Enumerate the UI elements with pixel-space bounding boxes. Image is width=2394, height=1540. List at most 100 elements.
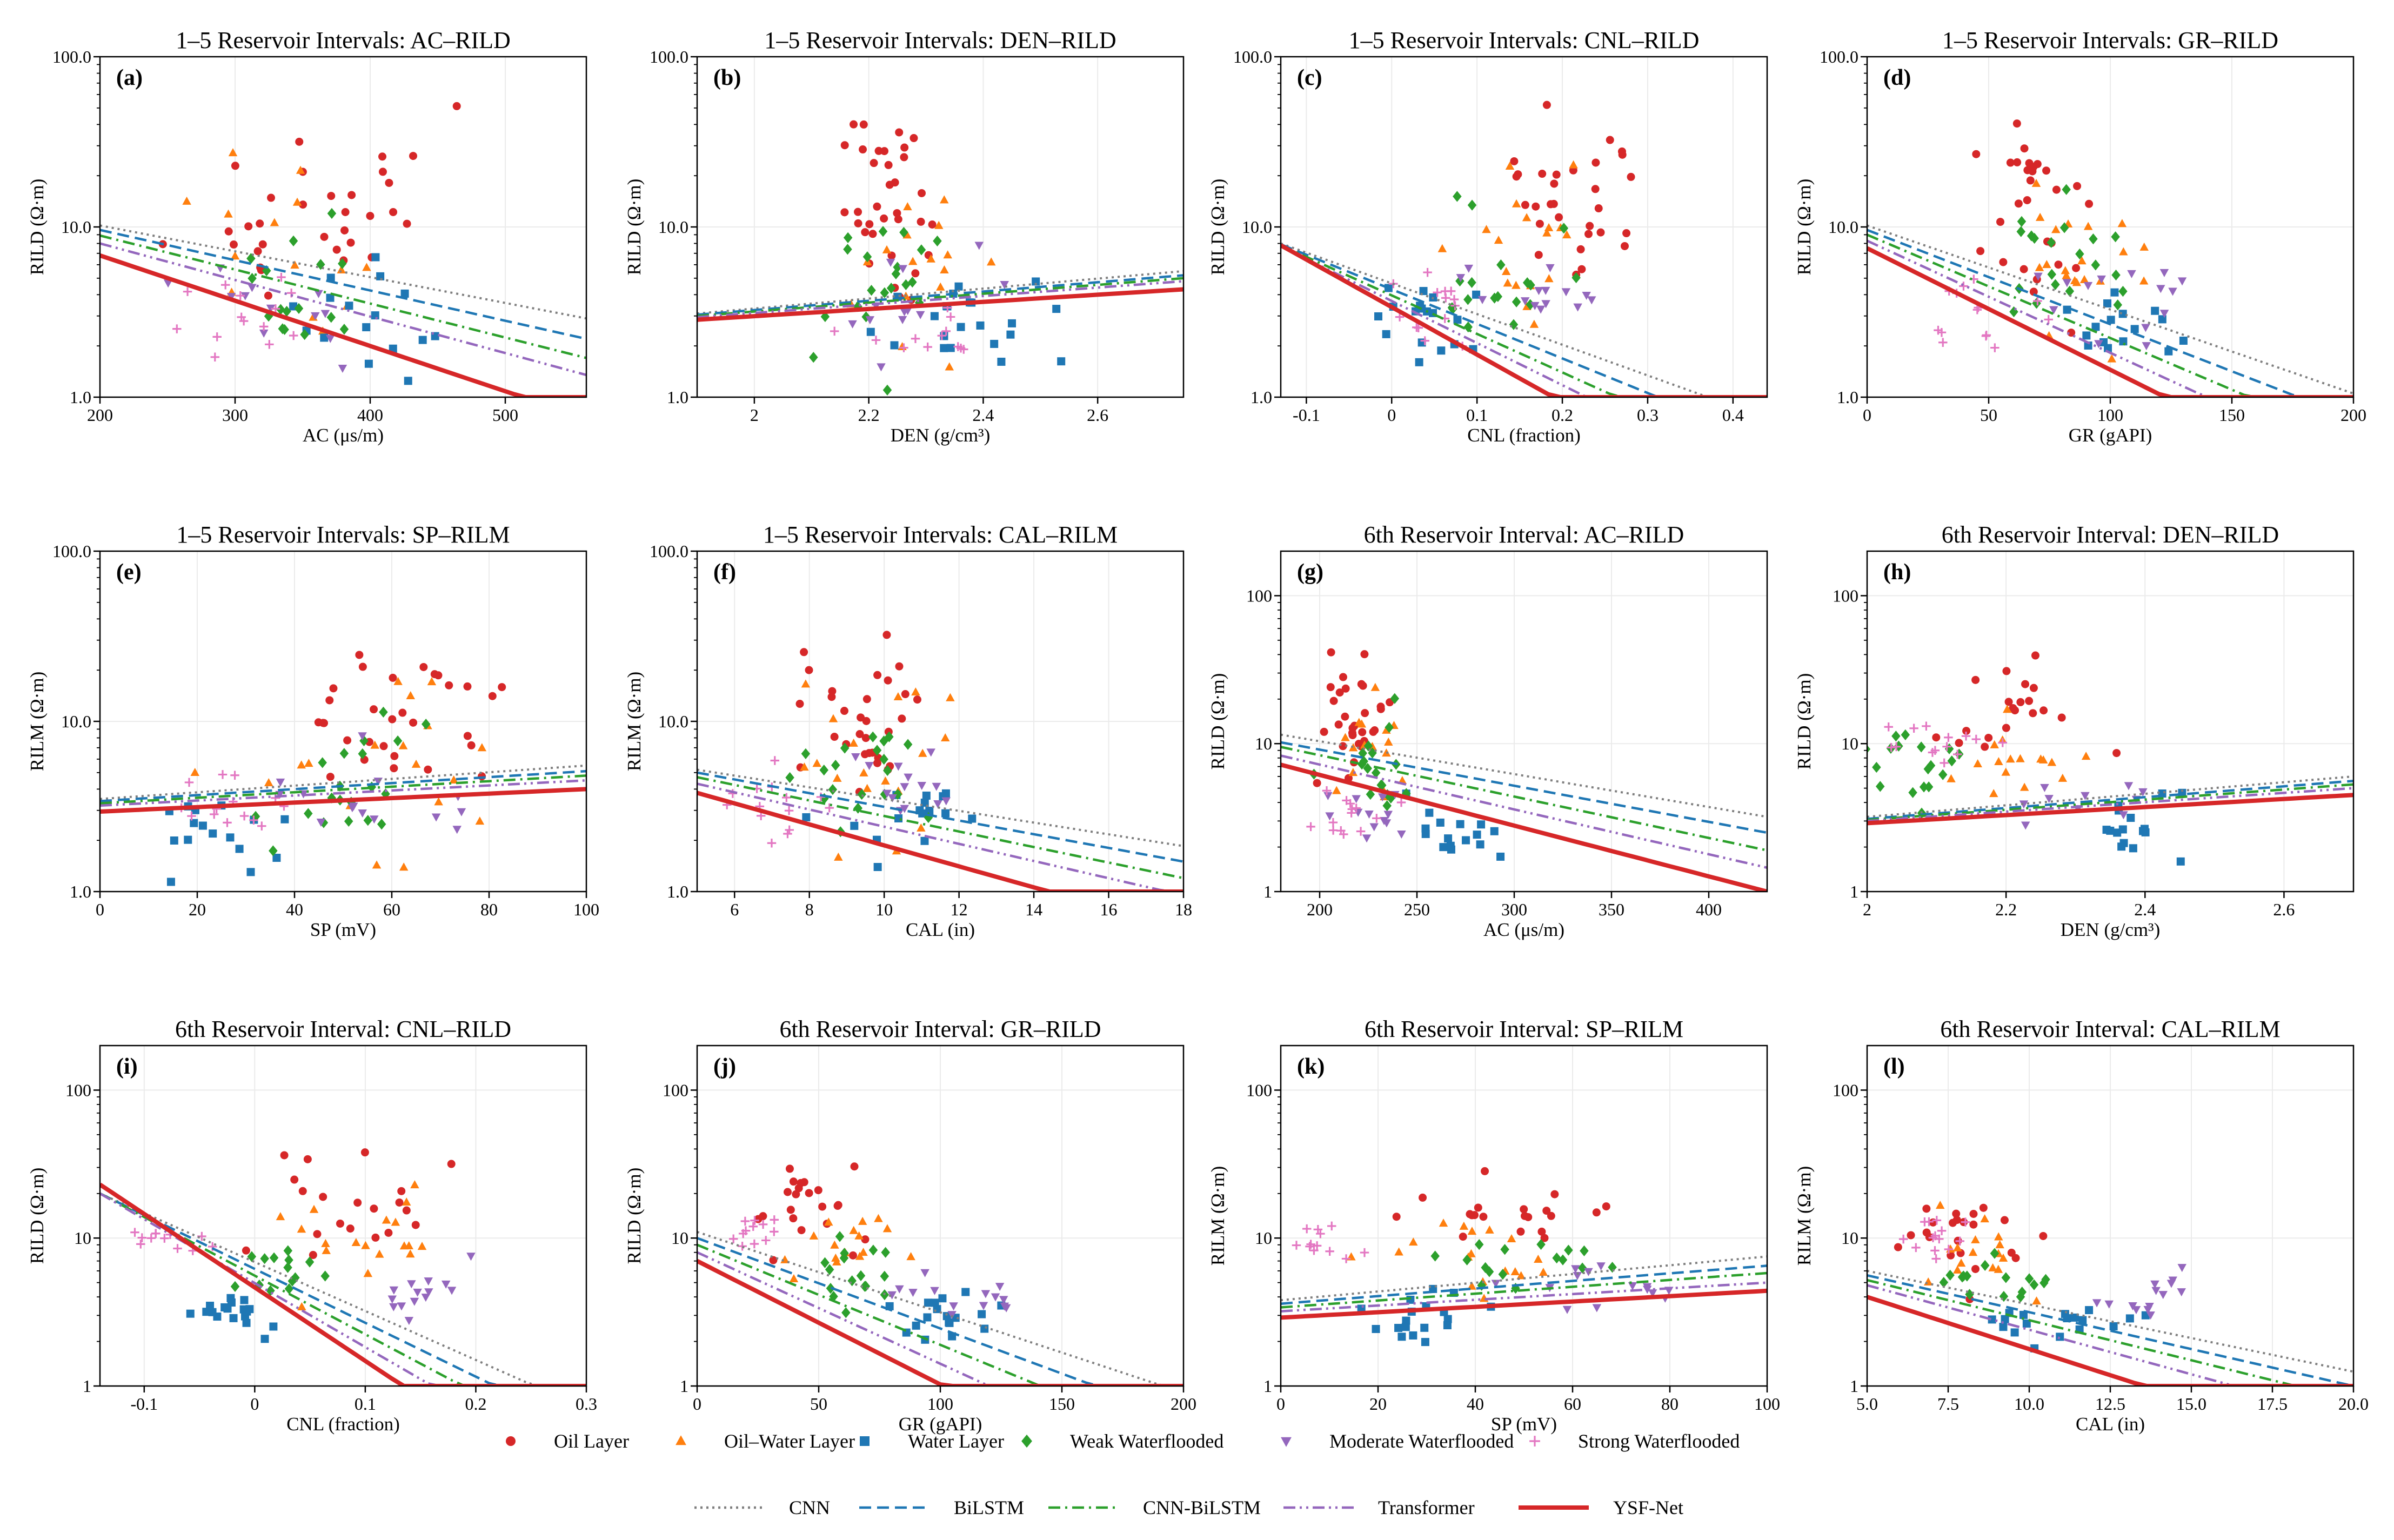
data-point (903, 739, 913, 750)
data-point (431, 813, 441, 822)
data-point (850, 1162, 859, 1171)
data-point (910, 134, 918, 143)
data-point (1539, 1268, 1548, 1276)
data-point (898, 316, 907, 324)
data-point (1421, 1338, 1429, 1347)
legend-entry-oil-water-layer: Oil–Water Layer (676, 1430, 855, 1452)
data-point (370, 815, 379, 824)
data-point (1376, 705, 1385, 713)
data-point (398, 741, 408, 749)
data-point (1347, 808, 1356, 818)
data-point (913, 695, 921, 704)
data-point (789, 1177, 798, 1186)
data-point (1409, 1237, 1418, 1246)
data-point (1490, 827, 1499, 835)
data-point (942, 1312, 951, 1321)
x-tick-label: 2 (1863, 900, 1871, 919)
line-bilstm (100, 769, 586, 802)
data-point (2143, 1305, 2152, 1314)
data-point (830, 326, 839, 336)
panel-label: (f) (713, 560, 736, 585)
data-point (208, 1308, 217, 1316)
data-point (265, 340, 274, 349)
data-point (239, 316, 249, 326)
data-point (1443, 1315, 1452, 1323)
line-bilstm (1867, 779, 2353, 820)
data-point (2177, 277, 2187, 286)
model-lines (100, 224, 586, 397)
data-point (1542, 1207, 1551, 1215)
y-tick-label: 1 (680, 1376, 688, 1396)
data-point (316, 819, 326, 827)
subplot-title: 1–5 Reservoir Intervals: SP–RILM (176, 521, 510, 548)
line-bilstm (1867, 1274, 2353, 1386)
data-point (1971, 1235, 1980, 1243)
data-point (1537, 1227, 1546, 1236)
data-point (2141, 828, 2150, 836)
data-point (1922, 1204, 1931, 1213)
data-point (1935, 1234, 1944, 1244)
subplot-title: 1–5 Reservoir Intervals: CAL–RILM (763, 521, 1118, 548)
line-cnn (697, 768, 1183, 847)
data-point (322, 1246, 331, 1254)
x-tick-label: 0 (1276, 1394, 1285, 1414)
legend-entry-cnn: CNN (694, 1497, 830, 1518)
data-point (295, 137, 304, 146)
data-point (256, 219, 264, 228)
data-point (393, 735, 403, 747)
x-tick-label: 2.4 (972, 405, 994, 425)
data-point (2125, 1314, 2134, 1323)
data-point (805, 1189, 813, 1197)
axes-frame (1280, 1044, 1768, 1387)
data-point (835, 1231, 845, 1242)
line-cnn-bilstm (1867, 783, 2353, 821)
data-point (1550, 179, 1559, 188)
data-point (840, 208, 849, 217)
model-lines (1281, 242, 1767, 397)
data-point (1512, 199, 1521, 207)
data-point (402, 1197, 411, 1206)
data-point (260, 1253, 269, 1264)
data-point (1596, 228, 1605, 237)
data-point (1430, 1250, 1440, 1262)
data-point (1493, 291, 1503, 302)
data-point (1591, 158, 1600, 167)
data-point (911, 687, 920, 696)
data-point (1496, 852, 1505, 861)
x-tick-label: 40 (286, 900, 303, 919)
x-axis-label: CAL (in) (906, 919, 975, 940)
data-point (318, 757, 327, 768)
data-point (1920, 1217, 1929, 1227)
data-point (2020, 144, 2029, 153)
data-point (834, 852, 843, 861)
data-point (2040, 784, 2049, 792)
data-point (358, 809, 367, 818)
data-point (859, 120, 868, 129)
data-point (2072, 264, 2081, 272)
data-point (1477, 296, 1487, 304)
data-point (259, 322, 269, 331)
data-point (183, 287, 192, 296)
data-point (1309, 1246, 1319, 1255)
data-point (1591, 185, 1600, 193)
data-point (2024, 1273, 2034, 1284)
panel-label: (a) (116, 65, 143, 90)
data-point (1930, 1246, 1940, 1255)
data-point (1503, 278, 1513, 287)
line-ysf-net (1867, 793, 2353, 826)
data-point (2010, 1328, 2019, 1337)
data-point (2014, 199, 2023, 208)
data-point (898, 714, 906, 723)
data-point (226, 1294, 235, 1302)
x-tick-label: 0.3 (576, 1394, 597, 1414)
legend-entry-ysf-net: YSF-Net (1519, 1497, 1683, 1518)
data-point (1937, 1226, 1947, 1235)
scatter-points (1306, 648, 1505, 861)
data-point (874, 146, 883, 155)
line-ysf-net (100, 253, 586, 397)
data-point (1306, 822, 1315, 832)
panel-label: (l) (1883, 1054, 1905, 1079)
data-point (1369, 727, 1377, 736)
data-point (1555, 213, 1563, 222)
x-axis-label: CNL (fraction) (286, 1414, 400, 1435)
